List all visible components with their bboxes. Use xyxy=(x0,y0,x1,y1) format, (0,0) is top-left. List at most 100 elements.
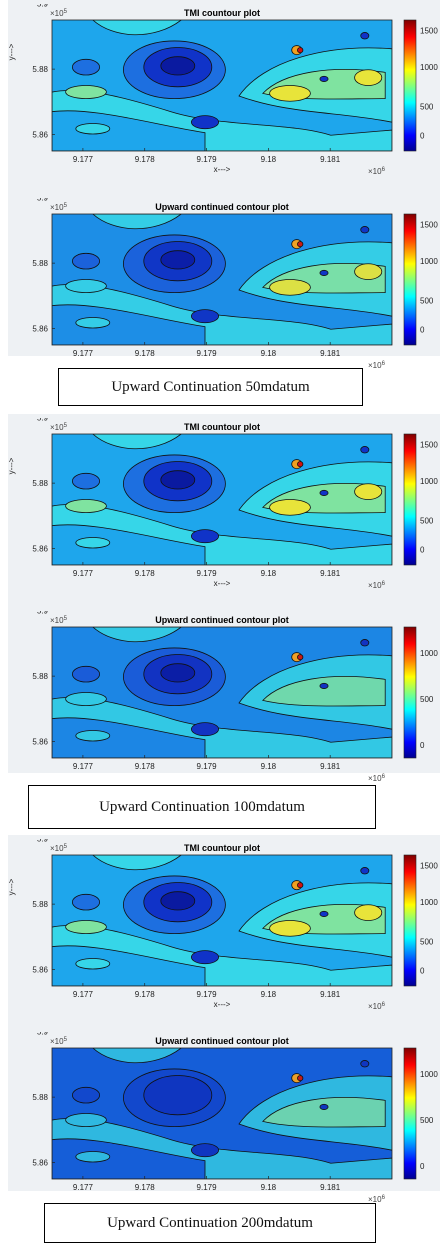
y-tick-label: 5.9 xyxy=(37,4,49,9)
plot-title: Upward continued contour plot xyxy=(155,1036,289,1046)
x-axis-label: x---> xyxy=(214,1000,231,1009)
y-multiplier-label: ×105 xyxy=(50,844,68,853)
colorbar-tick-label: 1000 xyxy=(420,1070,438,1079)
figure-caption: Upward Continuation 50mdatum xyxy=(58,368,363,406)
contour-small-dot-top xyxy=(361,226,369,233)
contour-small-cyan xyxy=(76,730,110,740)
contour-small-deep xyxy=(191,1144,218,1157)
y-tick-label: 5.86 xyxy=(32,738,48,747)
x-tick-label: 9.177 xyxy=(73,762,94,771)
contour-small-low xyxy=(72,894,99,910)
colorbar xyxy=(404,627,416,758)
x-axis-label: x---> xyxy=(214,579,231,588)
y-tick-label: 5.86 xyxy=(32,1159,48,1168)
colorbar-tick-label: 0 xyxy=(420,325,425,334)
colorbar-tick-label: 500 xyxy=(420,102,434,111)
colorbar-tick-label: 0 xyxy=(420,545,425,554)
colorbar-tick-label: 0 xyxy=(420,131,425,140)
contour-small-low xyxy=(72,473,99,489)
contour-small-cyan xyxy=(76,317,110,327)
x-tick-label: 9.178 xyxy=(135,569,156,578)
contour-small-dot xyxy=(320,911,328,916)
contour-small-dot-top xyxy=(361,1060,369,1067)
x-tick-label: 9.179 xyxy=(197,1183,218,1192)
upward-continued-contour-plot: Upward continued contour plot ×105 9.177 9.… xyxy=(0,198,448,376)
contour-high-yellow xyxy=(270,86,311,102)
contour-small-deep xyxy=(191,530,218,543)
y-tick-label: 5.9 xyxy=(37,1032,49,1037)
contour-small-deep xyxy=(191,723,218,736)
x-tick-label: 9.178 xyxy=(135,1183,156,1192)
colorbar-tick-label: 0 xyxy=(420,741,425,750)
contour-field xyxy=(52,20,392,151)
contour-small-dot-top xyxy=(361,639,369,646)
plot-title: TMI countour plot xyxy=(184,422,260,432)
y-axis-label: y---> xyxy=(7,878,16,895)
contour-peak-red xyxy=(297,242,302,247)
upward-continued-contour-plot: Upward continued contour plot ×105 9.177 9.… xyxy=(0,611,448,789)
contour-peak-red xyxy=(297,1076,302,1081)
contour-small-cyan xyxy=(76,958,110,968)
contour-peak-red xyxy=(297,655,302,660)
contour-field xyxy=(52,855,392,986)
colorbar xyxy=(404,434,416,565)
x-multiplier-label: ×106 xyxy=(368,361,386,370)
x-tick-label: 9.181 xyxy=(320,569,341,578)
contour-low-core xyxy=(161,57,195,75)
contour-small-dot xyxy=(320,270,328,275)
figure-panel: TMI countour plot ×105 9.177 9.178 9.179 9.18… xyxy=(0,414,448,835)
contour-small-deep xyxy=(191,116,218,129)
contour-field xyxy=(52,627,392,758)
tmi-contour-plot: TMI countour plot ×105 9.177 9.178 9.179 9.18… xyxy=(0,839,448,1017)
contour-small-green xyxy=(66,921,107,934)
y-multiplier-label: ×105 xyxy=(50,423,68,432)
contour-high-yellow xyxy=(270,280,311,296)
colorbar-tick-label: 1000 xyxy=(420,649,438,658)
tmi-contour-plot: TMI countour plot ×105 9.177 9.178 9.179 9.18… xyxy=(0,4,448,182)
colorbar xyxy=(404,20,416,151)
contour-peak-red xyxy=(297,48,302,53)
colorbar-tick-label: 1500 xyxy=(420,220,438,229)
x-tick-label: 9.18 xyxy=(261,155,277,164)
contour-high-yellow-right xyxy=(355,905,382,921)
contour-small-deep xyxy=(191,310,218,323)
contour-peak-red xyxy=(297,462,302,467)
x-multiplier-label: ×106 xyxy=(368,1002,386,1011)
contour-plot: Upward continued contour plot ×105 9.177 9.… xyxy=(0,198,448,376)
x-tick-label: 9.18 xyxy=(261,569,277,578)
y-tick-label: 5.9 xyxy=(37,198,49,203)
contour-plot: Upward continued contour plot ×105 9.177 9.… xyxy=(0,1032,448,1210)
contour-small-green xyxy=(66,1114,107,1127)
tmi-contour-plot: TMI countour plot ×105 9.177 9.178 9.179 9.18… xyxy=(0,418,448,596)
contour-field xyxy=(52,1048,392,1179)
contour-small-cyan xyxy=(76,1151,110,1161)
y-tick-label: 5.88 xyxy=(32,65,48,74)
plot-title: TMI countour plot xyxy=(184,8,260,18)
contour-plot: TMI countour plot ×105 9.177 9.178 9.179 9.18… xyxy=(0,839,448,1017)
upward-continued-contour-plot: Upward continued contour plot ×105 9.177 9.… xyxy=(0,1032,448,1210)
contour-small-green xyxy=(66,500,107,513)
plot-title: Upward continued contour plot xyxy=(155,615,289,625)
y-tick-label: 5.88 xyxy=(32,259,48,268)
x-tick-label: 9.178 xyxy=(135,990,156,999)
y-tick-label: 5.88 xyxy=(32,1093,48,1102)
y-axis-label: y---> xyxy=(7,43,16,60)
contour-small-dot xyxy=(320,490,328,495)
y-tick-label: 5.86 xyxy=(32,545,48,554)
plot-title: Upward continued contour plot xyxy=(155,202,289,212)
contour-small-green xyxy=(66,86,107,99)
x-tick-label: 9.179 xyxy=(197,762,218,771)
contour-plot: TMI countour plot ×105 9.177 9.178 9.179 9.18… xyxy=(0,4,448,182)
x-tick-label: 9.177 xyxy=(73,155,94,164)
colorbar-tick-label: 1500 xyxy=(420,440,438,449)
colorbar-tick-label: 1000 xyxy=(420,63,438,72)
contour-high-yellow-right xyxy=(355,70,382,86)
contour-low-inner xyxy=(144,1076,212,1115)
contour-high-yellow-right xyxy=(355,484,382,500)
colorbar-tick-label: 1000 xyxy=(420,257,438,266)
y-tick-label: 5.88 xyxy=(32,672,48,681)
contour-small-dot xyxy=(320,1104,328,1109)
y-multiplier-label: ×105 xyxy=(50,9,68,18)
contour-low-core xyxy=(161,251,195,269)
colorbar-tick-label: 1000 xyxy=(420,477,438,486)
